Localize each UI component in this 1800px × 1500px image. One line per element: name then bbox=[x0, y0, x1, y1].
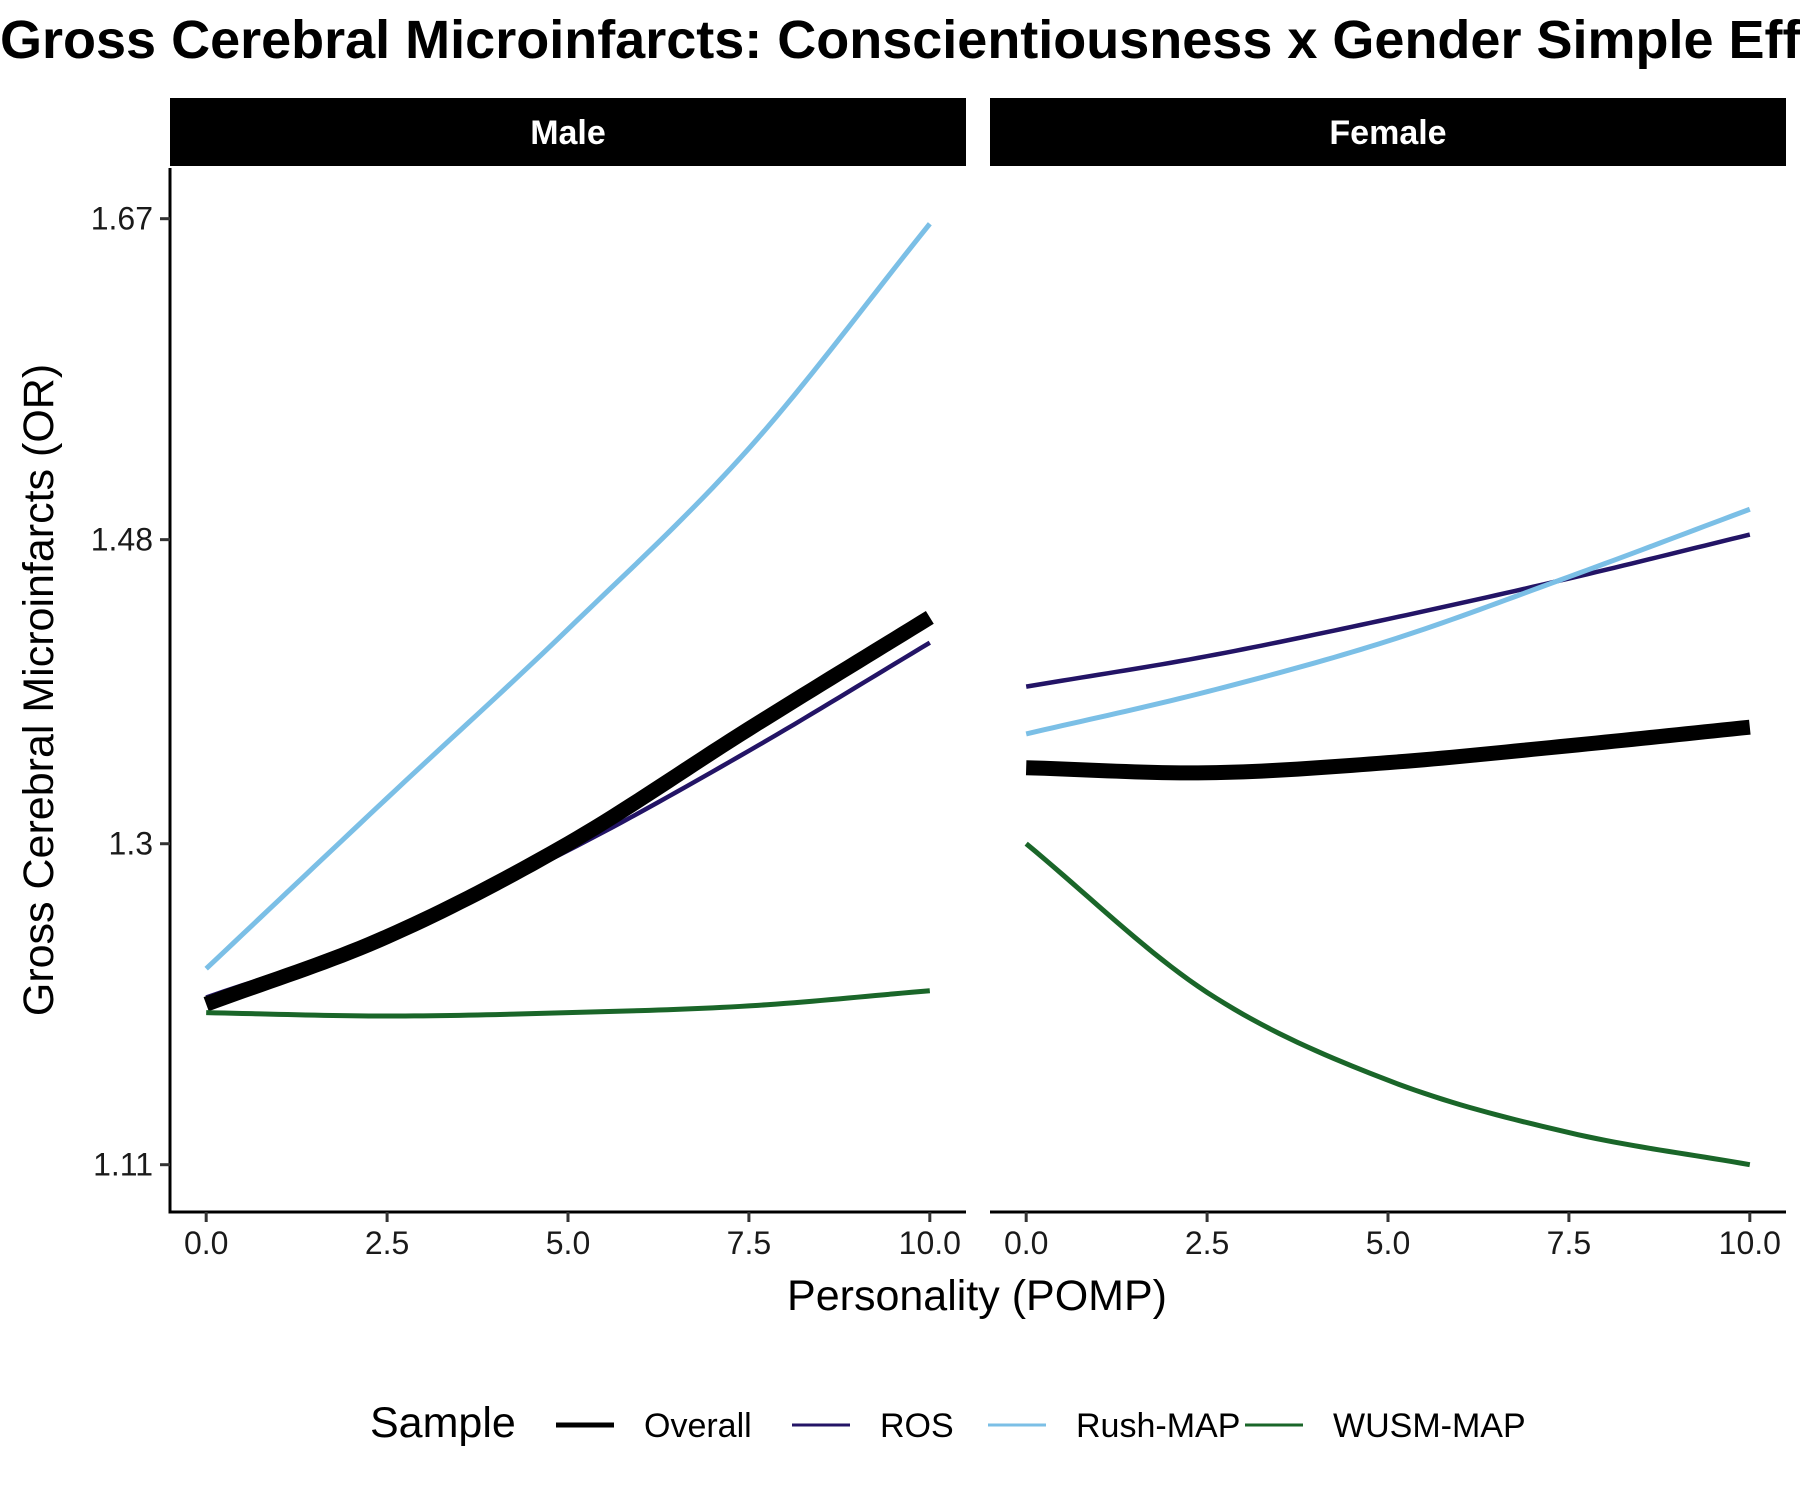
x-tick-label: 10.0 bbox=[1719, 1225, 1781, 1261]
x-tick-label: 5.0 bbox=[546, 1225, 590, 1261]
x-tick-label: 0.0 bbox=[1004, 1225, 1048, 1261]
chart-title: Gross Cerebral Microinfarcts: Conscienti… bbox=[0, 10, 1800, 70]
series-line-rush-map-male bbox=[204, 222, 932, 971]
legend-label: Overall bbox=[644, 1407, 752, 1445]
strip-female bbox=[990, 98, 1786, 166]
series-line-wusm-map-male bbox=[206, 988, 931, 1019]
panel-male: Male 1.11 1.3 1.48 1.67 0.0 2.5 5.0 7.5 10.0 bbox=[91, 98, 966, 1261]
legend-item-ros: ROS bbox=[792, 1407, 954, 1445]
series-line-rush-map-female bbox=[1025, 506, 1751, 737]
series-line-ros-female bbox=[1025, 532, 1751, 689]
legend-item-rush-map: Rush-MAP bbox=[988, 1407, 1240, 1445]
y-tick-label: 1.11 bbox=[93, 1147, 153, 1183]
x-tick-label: 7.5 bbox=[727, 1225, 771, 1261]
x-tick-label: 2.5 bbox=[365, 1225, 409, 1261]
y-tick-label: 1.67 bbox=[91, 201, 153, 237]
series-line-wusm-map-female bbox=[1024, 841, 1751, 1168]
legend-item-wusm-map: WUSM-MAP bbox=[1245, 1407, 1526, 1445]
strip-label: Female bbox=[1329, 114, 1446, 152]
strip-label: Male bbox=[530, 114, 606, 152]
legend-label: Rush-MAP bbox=[1076, 1407, 1240, 1445]
legend-title: Sample bbox=[370, 1399, 516, 1447]
y-tick-label: 1.48 bbox=[91, 522, 153, 558]
legend-item-overall: Overall bbox=[556, 1407, 752, 1445]
series-line-ros-male bbox=[205, 640, 931, 1000]
x-axis-title: Personality (POMP) bbox=[787, 1272, 1167, 1320]
x-tick-label: 2.5 bbox=[1185, 1225, 1229, 1261]
x-tick-label: 7.5 bbox=[1547, 1225, 1591, 1261]
series-line-overall-female bbox=[1025, 719, 1751, 781]
y-tick-label: 1.3 bbox=[109, 826, 153, 862]
x-tick-label: 10.0 bbox=[899, 1225, 961, 1261]
legend-label: ROS bbox=[880, 1407, 954, 1445]
x-tick-label: 0.0 bbox=[184, 1225, 228, 1261]
series-line-overall-male bbox=[203, 610, 934, 1012]
legend-label: WUSM-MAP bbox=[1333, 1407, 1526, 1445]
legend: Sample Overall ROS Rush-MAP WUSM-MAP bbox=[370, 1399, 1526, 1447]
y-axis-title: Gross Cerebral Microinfarcts (OR) bbox=[15, 364, 63, 1016]
x-tick-label: 5.0 bbox=[1366, 1225, 1410, 1261]
panel-female: Female 0.0 2.5 5.0 7.5 10.0 bbox=[990, 98, 1786, 1261]
strip-male bbox=[170, 98, 966, 166]
